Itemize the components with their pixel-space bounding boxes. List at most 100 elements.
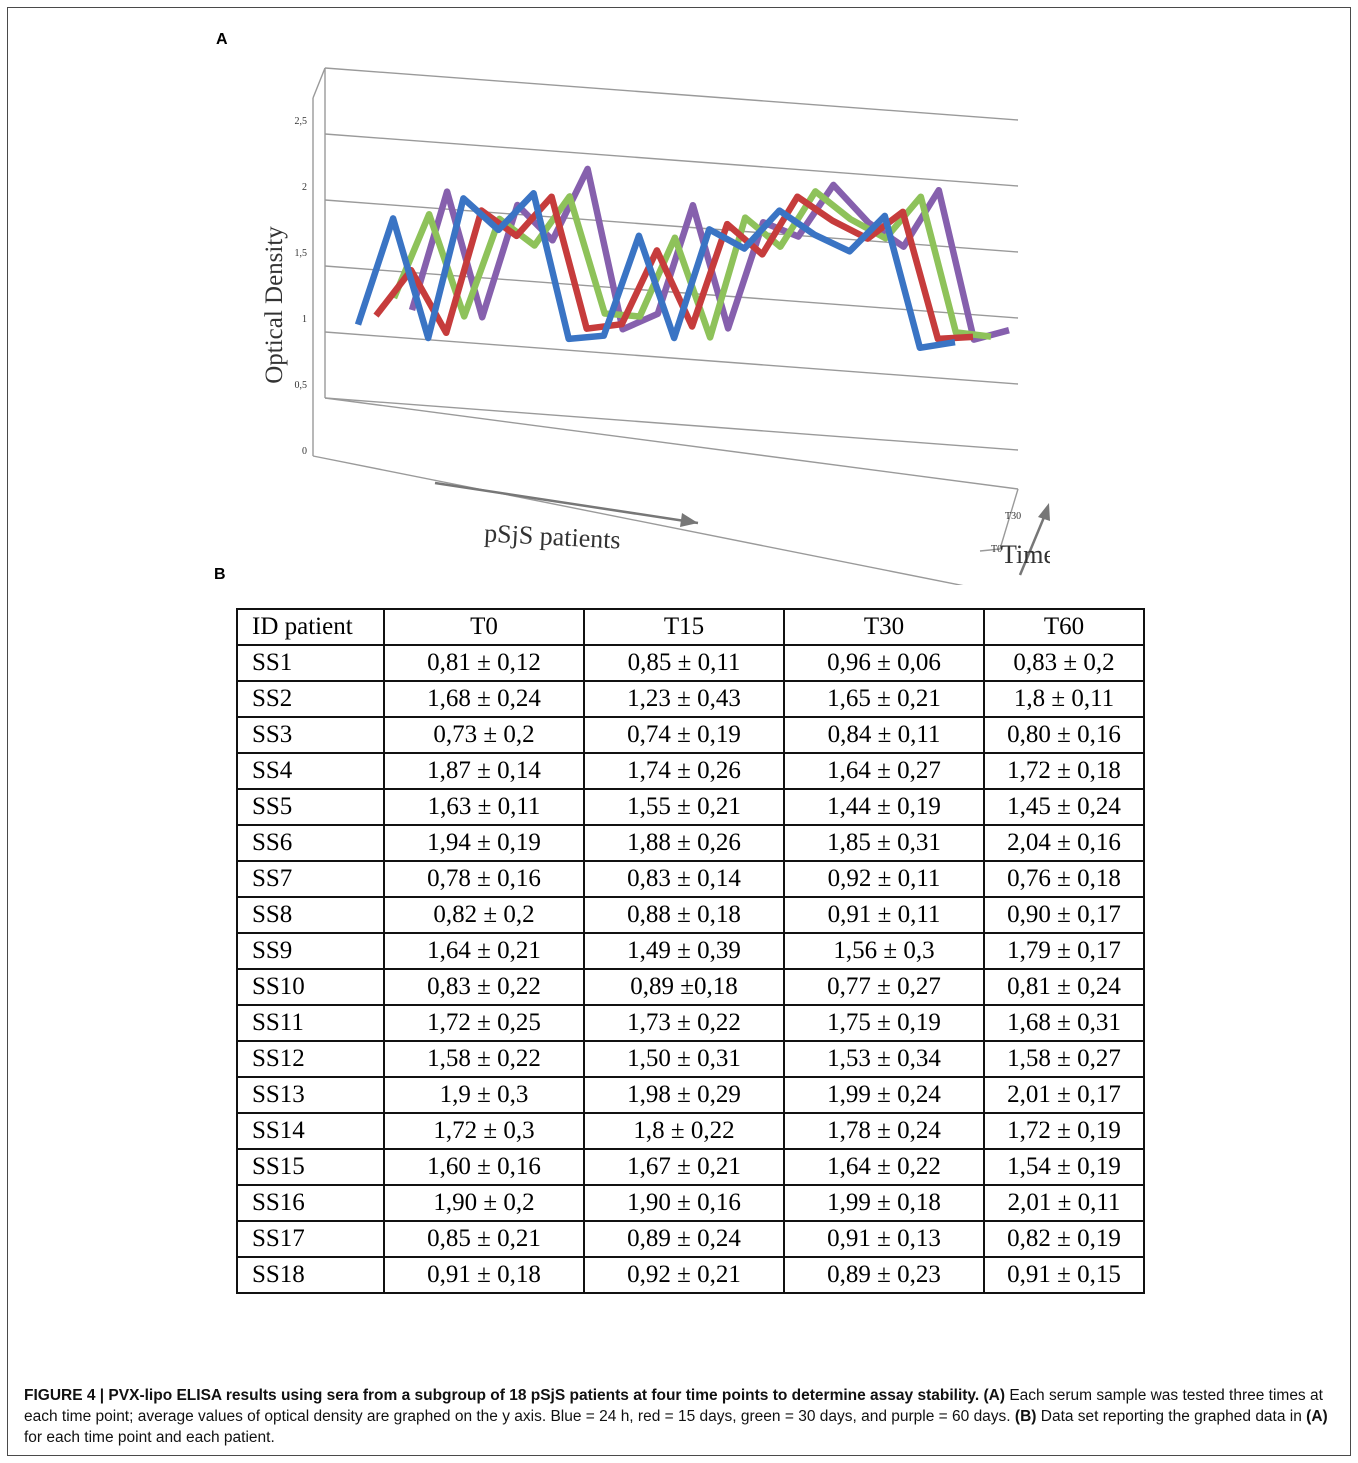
series-line-0	[354, 190, 956, 352]
caption-ref-a: (A)	[983, 1387, 1006, 1404]
table-cell-value: 0,80 ± 0,16	[983, 716, 1145, 754]
time-axis-label: Time	[1001, 540, 1050, 569]
depth-tick-t0: T0	[991, 544, 1002, 555]
floor-right-edge	[999, 488, 1019, 550]
table-cell-value: 0,84 ± 0,11	[783, 716, 985, 754]
header-t15: T15	[583, 608, 785, 646]
table-cell-id: SS11	[236, 1004, 385, 1042]
table-cell-id: SS1	[236, 644, 385, 682]
chart-series	[354, 165, 1010, 352]
caption-ref-b: (B)	[1014, 1408, 1037, 1425]
floor-back-edge	[324, 397, 1019, 490]
table-cell-value: 0,76 ± 0,18	[983, 860, 1145, 898]
table-cell-value: 1,65 ± 0,21	[783, 680, 985, 718]
x-arrow-line	[434, 481, 699, 525]
header-t0: T0	[383, 608, 585, 646]
table-cell-value: 0,73 ± 0,2	[383, 716, 585, 754]
table-cell-id: SS3	[236, 716, 385, 754]
table-cell-id: SS9	[236, 932, 385, 970]
table-row: SS3 0,73 ± 0,2 0,74 ± 0,19 0,84 ± 0,11 0,80 …	[236, 716, 1145, 754]
table-cell-value: 1,54 ± 0,19	[983, 1148, 1145, 1186]
table-cell-id: SS18	[236, 1256, 385, 1294]
table-cell-id: SS14	[236, 1112, 385, 1150]
table-cell-id: SS16	[236, 1184, 385, 1222]
table-cell-value: 0,91 ± 0,11	[783, 896, 985, 934]
table-row: SS1 0,81 ± 0,12 0,85 ± 0,11 0,96 ± 0,06 0,83…	[236, 644, 1145, 682]
table-cell-value: 1,53 ± 0,34	[783, 1040, 985, 1078]
table-cell-value: 1,73 ± 0,22	[583, 1004, 785, 1042]
table-cell-value: 1,56 ± 0,3	[783, 932, 985, 970]
y-tick-label: 0	[302, 446, 307, 457]
table-cell-value: 1,78 ± 0,24	[783, 1112, 985, 1150]
table-cell-value: 1,74 ± 0,26	[583, 752, 785, 790]
table-row: SS18 0,91 ± 0,18 0,92 ± 0,21 0,89 ± 0,23 0,9…	[236, 1256, 1145, 1294]
table-cell-value: 0,81 ± 0,24	[983, 968, 1145, 1006]
chart-3d-line: 0 0,5 1 1,5 2 2,5 Optical Density pSjS patien…	[261, 67, 1050, 585]
table-row: SS17 0,85 ± 0,21 0,89 ± 0,24 0,91 ± 0,13 0,8…	[236, 1220, 1145, 1258]
caption-text-3: for each time point and each patient.	[24, 1429, 275, 1446]
table-row: SS14 1,72 ± 0,3 1,8 ± 0,22 1,78 ± 0,24 1,72 …	[236, 1112, 1145, 1150]
table-cell-value: 1,64 ± 0,22	[783, 1148, 985, 1186]
table-cell-value: 1,63 ± 0,11	[383, 788, 585, 826]
table-cell-value: 0,96 ± 0,06	[783, 644, 985, 682]
table-cell-value: 0,74 ± 0,19	[583, 716, 785, 754]
table-cell-value: 1,98 ± 0,29	[583, 1076, 785, 1114]
table-cell-value: 1,75 ± 0,19	[783, 1004, 985, 1042]
table-row: SS12 1,58 ± 0,22 1,50 ± 0,31 1,53 ± 0,34 1,5…	[236, 1040, 1145, 1078]
table-cell-value: 1,85 ± 0,31	[783, 824, 985, 862]
gridline	[324, 67, 1019, 121]
y-tick-label: 1	[302, 314, 307, 325]
y-axis-ticks: 0 0,5 1 1,5 2 2,5	[295, 116, 308, 457]
x-arrow-head	[680, 513, 698, 527]
table-cell-value: 2,01 ± 0,11	[983, 1184, 1145, 1222]
table-cell-value: 1,68 ± 0,31	[983, 1004, 1145, 1042]
panel-b-label: B	[214, 566, 226, 583]
table-cell-value: 1,8 ± 0,22	[583, 1112, 785, 1150]
table-cell-value: 0,81 ± 0,12	[383, 644, 585, 682]
table-cell-id: SS4	[236, 752, 385, 790]
table-cell-value: 0,91 ± 0,13	[783, 1220, 985, 1258]
table-cell-id: SS6	[236, 824, 385, 862]
table-cell-id: SS5	[236, 788, 385, 826]
table-cell-value: 0,90 ± 0,17	[983, 896, 1145, 934]
table-cell-value: 1,45 ± 0,24	[983, 788, 1145, 826]
table-cell-value: 1,72 ± 0,3	[383, 1112, 585, 1150]
table-cell-value: 1,8 ± 0,11	[983, 680, 1145, 718]
table-cell-value: 1,49 ± 0,39	[583, 932, 785, 970]
table-cell-value: 1,64 ± 0,27	[783, 752, 985, 790]
table-cell-value: 1,44 ± 0,19	[783, 788, 985, 826]
table-cell-value: 0,85 ± 0,21	[383, 1220, 585, 1258]
series-line-1	[373, 193, 974, 343]
table-cell-value: 0,83 ± 0,2	[983, 644, 1145, 682]
table-row: SS10 0,83 ± 0,22 0,89 ±0,18 0,77 ± 0,27 0,81…	[236, 968, 1145, 1006]
table-cell-value: 0,83 ± 0,22	[383, 968, 585, 1006]
y-tick-label: 0,5	[295, 380, 308, 391]
table-cell-value: 1,79 ± 0,17	[983, 932, 1145, 970]
y-tick-label: 2,5	[295, 116, 308, 127]
caption-ref-a2: (A)	[1306, 1408, 1328, 1425]
table-cell-id: SS15	[236, 1148, 385, 1186]
table-cell-id: SS7	[236, 860, 385, 898]
table-cell-value: 1,90 ± 0,2	[383, 1184, 585, 1222]
table-cell-value: 0,89 ± 0,23	[783, 1256, 985, 1294]
table-cell-value: 1,72 ± 0,25	[383, 1004, 585, 1042]
table-cell-id: SS12	[236, 1040, 385, 1078]
time-arrow-head	[1038, 503, 1050, 521]
figure-caption: FIGURE 4 | PVX-lipo ELISA results using …	[24, 1385, 1329, 1448]
table-cell-value: 0,92 ± 0,21	[583, 1256, 785, 1294]
table-cell-id: SS8	[236, 896, 385, 934]
table-cell-value: 0,82 ± 0,19	[983, 1220, 1145, 1258]
table-cell-value: 1,58 ± 0,27	[983, 1040, 1145, 1078]
gridline	[324, 265, 1019, 319]
table-cell-value: 0,83 ± 0,14	[583, 860, 785, 898]
gridline	[324, 397, 1019, 451]
floor-front-edge	[312, 455, 964, 585]
table-cell-value: 0,88 ± 0,18	[583, 896, 785, 934]
table-cell-value: 1,23 ± 0,43	[583, 680, 785, 718]
gridline	[324, 133, 1019, 187]
table-row: SS15 1,60 ± 0,16 1,67 ± 0,21 1,64 ± 0,22 1,5…	[236, 1148, 1145, 1186]
depth-tick-t30: T30	[1005, 511, 1021, 522]
floor-right-front	[979, 548, 1001, 552]
table-cell-id: SS13	[236, 1076, 385, 1114]
table-row: SS5 1,63 ± 0,11 1,55 ± 0,21 1,44 ± 0,19 1,45…	[236, 788, 1145, 826]
